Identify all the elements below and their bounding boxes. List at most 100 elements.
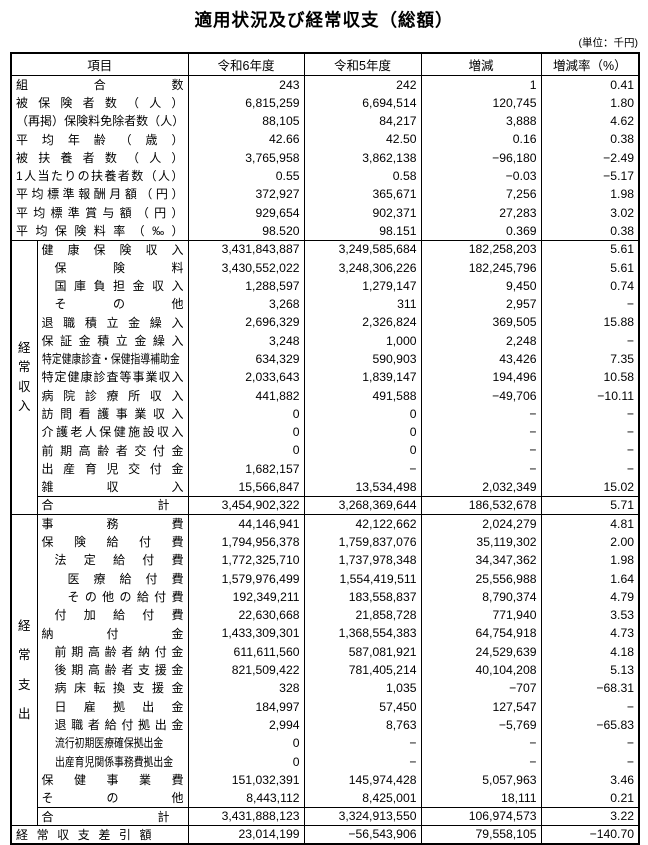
value-cell: 3,268,369,644 — [303, 495, 422, 515]
table-row: 組合数 243 242 1 0.41 — [10, 75, 640, 94]
main-table: 項目 令和6年度 令和5年度 増減 増減率（%） 組合数 243 242 1 0.41 被… — [10, 52, 641, 845]
value-cell: 243 — [187, 75, 305, 94]
item-label-cell: 特定健康診査・保健指導補助金 — [36, 349, 189, 369]
value-cell: − — [420, 441, 542, 460]
value-cell: 2,957 — [420, 295, 542, 314]
table-row: 平均保険料率（‰） 98.520 98.151 0.369 0.38 — [10, 221, 640, 241]
value-cell: 1 — [420, 75, 542, 94]
total-row: 合計 3,431,888,123 3,324,913,550 106,974,573 3… — [11, 806, 640, 826]
item-label-cell: 1 人当たりの扶養者数（人） — [10, 166, 189, 186]
value-cell: 929,654 — [187, 203, 305, 222]
value-cell: 79,558,105 — [420, 825, 542, 844]
column-header-change-rate: 増減率（%） — [540, 53, 640, 76]
value-cell: 0.55 — [187, 166, 305, 186]
value-cell: − — [420, 734, 542, 753]
value-cell: 106,974,573 — [420, 806, 542, 826]
value-cell: 0.41 — [540, 75, 640, 94]
value-cell: 88,105 — [187, 112, 305, 131]
value-cell: 1,839,147 — [303, 368, 422, 387]
item-label-cell: 日雇拠出金 — [36, 697, 189, 716]
value-cell: 40,104,208 — [420, 661, 542, 680]
item-label-cell: 特定健康診査等事業収入 — [36, 368, 189, 387]
value-cell: 372,927 — [187, 185, 305, 204]
item-label-cell: 被保険者数（人） — [10, 93, 189, 113]
value-cell: 0.21 — [540, 789, 640, 808]
table-row: 経常支出事務費 44,146,941 42,122,662 2,024,279 4.81 — [10, 514, 640, 826]
item-label-cell: 合計 — [36, 806, 189, 826]
value-cell: −68.31 — [540, 679, 640, 698]
item-label-cell: 保険給付費 — [36, 532, 189, 552]
item-label-cell: 前期高齢者交付金 — [36, 441, 189, 460]
value-cell: 1.98 — [540, 551, 640, 570]
table-row: 特定健康診査・保健指導補助金 634,329 590,903 43,426 7.35 — [11, 349, 640, 369]
value-cell: 902,371 — [303, 203, 422, 222]
table-row: 特定健康診査等事業収入 2,033,643 1,839,147 194,496 10.5… — [11, 368, 640, 387]
table-row: 付加給付費 22,630,668 21,858,728 771,940 3.53 — [11, 606, 640, 625]
value-cell: 4.79 — [540, 587, 640, 607]
item-label-cell: 健康保険収入 — [36, 239, 189, 259]
item-label-cell: 退職者給付拠出金 — [36, 715, 189, 735]
value-cell: 0 — [303, 441, 422, 460]
value-cell: 3.46 — [540, 770, 640, 790]
value-cell: 42.66 — [187, 130, 305, 149]
value-cell: 0 — [187, 734, 305, 753]
value-cell: 634,329 — [187, 349, 305, 369]
value-cell: 13,534,498 — [303, 478, 422, 497]
value-cell: 2.00 — [540, 532, 640, 552]
table-row: 1 人当たりの扶養者数（人） 0.55 0.58 −0.03 −5.17 — [10, 166, 640, 186]
table-row: 日雇拠出金 184,997 57,450 127,547− — [11, 697, 640, 716]
value-cell: −5,769 — [420, 715, 542, 735]
value-cell: 781,405,214 — [303, 661, 422, 680]
value-cell: 9,450 — [420, 276, 542, 296]
item-label-cell: 医療給付費 — [36, 569, 189, 588]
value-cell: 771,940 — [420, 606, 542, 625]
value-cell: − — [540, 295, 640, 314]
value-cell: 0.16 — [420, 130, 542, 149]
section-vertical-label: 経常収入 — [10, 239, 38, 515]
value-cell: 8,443,112 — [187, 789, 305, 808]
table-row: 介護老人保健施設収入 0 0− − — [11, 423, 640, 442]
value-cell: 5,057,963 — [420, 770, 542, 790]
value-cell: 5.71 — [540, 495, 640, 515]
value-cell: 43,426 — [420, 349, 542, 369]
table-row: 経常収入健康保険収入 3,431,843,887 3,249,585,684 182,… — [10, 239, 640, 515]
table-row: 保険給付費 1,794,956,378 1,759,837,076 35,119,30… — [11, 532, 640, 552]
value-cell: − — [540, 441, 640, 460]
item-label-cell: その他 — [36, 295, 189, 314]
value-cell: 6,694,514 — [303, 93, 422, 113]
value-cell: 1,279,147 — [303, 276, 422, 296]
value-cell: 0.58 — [303, 166, 422, 186]
value-cell: 127,547 — [420, 697, 542, 716]
balance-row: 経常収支差引額 23,014,199 −56,543,906 79,558,105 −1… — [10, 825, 640, 844]
value-cell: 1.64 — [540, 569, 640, 588]
value-cell: 7.35 — [540, 349, 640, 369]
value-cell: 6,815,259 — [187, 93, 305, 113]
value-cell: 1,000 — [303, 331, 422, 350]
value-cell: 1,759,837,076 — [303, 532, 422, 552]
value-cell: 10.58 — [540, 368, 640, 387]
value-cell: 5.13 — [540, 661, 640, 680]
value-cell: 22,630,668 — [187, 606, 305, 625]
value-cell: −2.49 — [540, 148, 640, 167]
value-cell: 4.73 — [540, 624, 640, 643]
table-row: 退職積立金繰入 2,696,329 2,326,824 369,505 15.88 — [11, 313, 640, 332]
table-row: その他 8,443,112 8,425,001 18,111 0.21 — [11, 789, 640, 808]
value-cell: 3,888 — [420, 112, 542, 131]
value-cell: 2,994 — [187, 715, 305, 735]
value-cell: 4.81 — [540, 514, 640, 533]
value-cell: 1,737,978,348 — [303, 551, 422, 570]
value-cell: 25,556,988 — [420, 569, 542, 588]
value-cell: 242 — [303, 75, 422, 94]
header-row: 項目 令和6年度 令和5年度 増減 増減率（%） — [10, 53, 640, 76]
table-row: その他 3,268 311 2,957− — [11, 295, 640, 314]
value-cell: − — [303, 752, 422, 771]
value-cell: 42,122,662 — [303, 514, 422, 533]
value-cell: − — [420, 423, 542, 442]
value-cell: 145,974,428 — [303, 770, 422, 790]
value-cell: 0 — [187, 752, 305, 771]
value-cell: 0 — [187, 404, 305, 424]
value-cell: 2,696,329 — [187, 313, 305, 332]
table-row: 訪問看護事業収入 0 0− − — [11, 404, 640, 424]
item-label-cell: 平均保険料率（‰） — [10, 221, 189, 241]
value-cell: 184,997 — [187, 697, 305, 716]
